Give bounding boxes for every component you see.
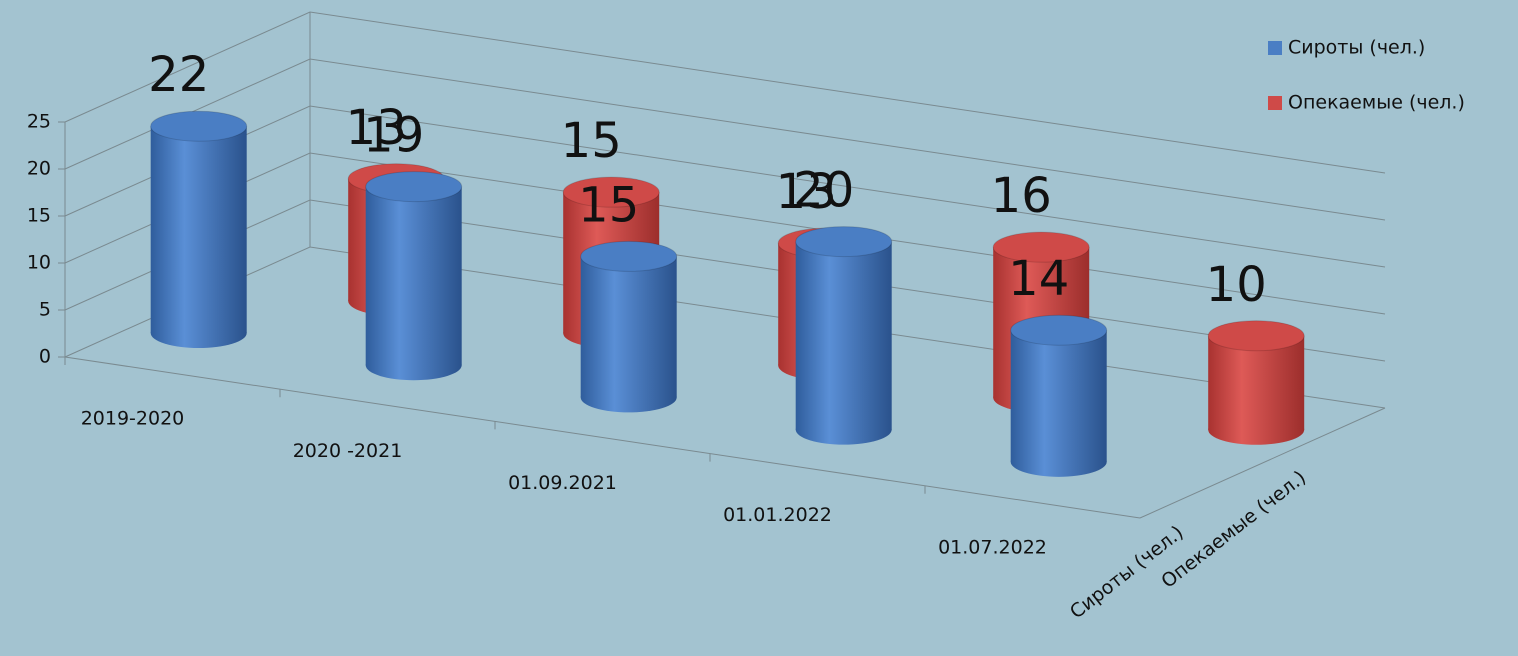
value-label: 15 <box>561 113 622 169</box>
value-label: 10 <box>1206 257 1267 313</box>
bar-top <box>366 172 462 202</box>
x-tick-label: 01.07.2022 <box>938 536 1047 558</box>
value-label: 22 <box>148 47 209 103</box>
bar-top <box>581 241 677 271</box>
bar-top <box>796 227 892 257</box>
value-label: 19 <box>363 108 424 164</box>
bar <box>151 126 247 333</box>
legend-swatch <box>1268 96 1282 110</box>
value-label: 16 <box>991 168 1052 224</box>
y-tick-label: 10 <box>27 252 51 274</box>
bar-top <box>151 111 247 141</box>
bar-top <box>1208 321 1304 351</box>
x-tick-label: 2019-2020 <box>81 408 185 430</box>
x-tick-label: 2020 -2021 <box>293 440 403 462</box>
legend-label: Опекаемые (чел.) <box>1288 92 1465 114</box>
value-label: 20 <box>793 163 854 219</box>
y-tick-label: 25 <box>27 111 51 133</box>
legend-swatch <box>1268 41 1282 55</box>
x-tick-label: 01.01.2022 <box>723 504 832 526</box>
chart: 0 5 10 15 20 25 2019-2020 2020 -2021 01.09.2021 0… <box>0 0 1518 656</box>
bar <box>796 242 892 430</box>
y-tick-label: 20 <box>27 158 51 180</box>
bar <box>581 256 677 397</box>
x-tick-label: 01.09.2021 <box>508 472 617 494</box>
bar <box>366 187 462 366</box>
y-tick-label: 5 <box>39 299 51 321</box>
value-label: 15 <box>578 177 639 233</box>
bar <box>1011 330 1107 462</box>
y-tick-label: 0 <box>39 346 51 368</box>
y-tick-label: 15 <box>27 205 51 227</box>
value-label: 14 <box>1008 251 1069 307</box>
legend-label: Сироты (чел.) <box>1288 37 1425 59</box>
bar-top <box>1011 315 1107 345</box>
